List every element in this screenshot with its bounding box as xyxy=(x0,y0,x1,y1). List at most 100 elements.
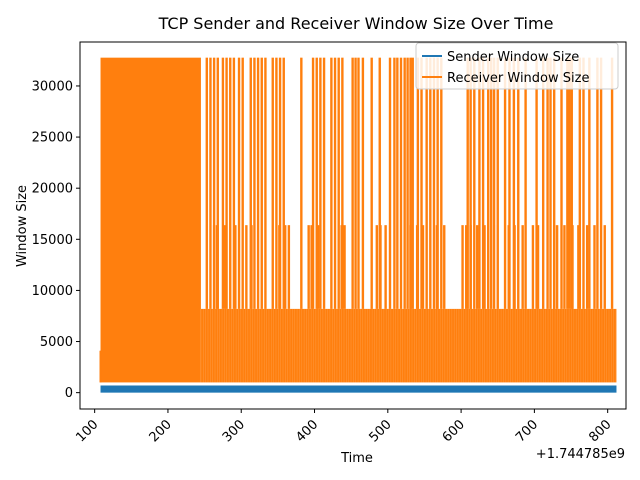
receiver-spike-32768 xyxy=(425,57,428,309)
receiver-spike-16384 xyxy=(409,225,412,309)
receiver-spike-32768 xyxy=(330,57,333,309)
receiver-spike-32768 xyxy=(216,57,219,309)
receiver-spike-32768 xyxy=(588,57,591,309)
receiver-spike-32768 xyxy=(596,57,599,309)
receiver-spike-32768 xyxy=(361,57,365,309)
receiver-spike-16384 xyxy=(287,225,291,309)
receiver-spike-32768 xyxy=(610,57,614,309)
receiver-spike-32768 xyxy=(546,57,549,309)
receiver-spike-16384 xyxy=(234,225,237,309)
receiver-spike-32768 xyxy=(232,57,236,309)
receiver-spike-32768 xyxy=(221,57,225,309)
receiver-spike-32768 xyxy=(524,57,527,309)
receiver-spike-16384 xyxy=(340,225,343,309)
receiver-spike-32768 xyxy=(370,57,373,309)
x-axis-label: Time xyxy=(340,451,373,466)
receiver-spike-32768 xyxy=(403,57,406,309)
receiver-spike-16384 xyxy=(310,225,313,309)
receiver-spike-16384 xyxy=(555,225,559,309)
receiver-spike-32768 xyxy=(205,57,208,309)
receiver-gap xyxy=(181,58,182,225)
receiver-spike-32768 xyxy=(466,57,469,309)
receiver-spike-16384 xyxy=(375,225,379,309)
receiver-spike-16384 xyxy=(278,225,281,309)
receiver-gap xyxy=(131,58,132,225)
receiver-spike-32768 xyxy=(333,57,337,309)
receiver-spike-32768 xyxy=(535,57,538,309)
y-tick-label: 25000 xyxy=(32,131,73,146)
receiver-spike-16384 xyxy=(577,225,580,309)
receiver-spike-16384 xyxy=(212,225,216,309)
receiver-spike-16384 xyxy=(379,225,382,309)
receiver-spike-16384 xyxy=(435,225,439,309)
receiver-spike-32768 xyxy=(552,57,556,309)
receiver-spike-32768 xyxy=(311,57,315,309)
y-tick-label: 15000 xyxy=(32,233,73,248)
receiver-spike-32768 xyxy=(278,57,282,309)
receiver-spike-32768 xyxy=(496,57,499,309)
receiver-spike-32768 xyxy=(432,57,436,309)
y-tick-label: 20000 xyxy=(32,182,73,197)
receiver-spike-32768 xyxy=(560,57,563,309)
receiver-spike-16384 xyxy=(593,225,596,309)
receiver-spike-32768 xyxy=(275,57,278,309)
receiver-spike-16384 xyxy=(316,225,320,309)
receiver-spike-32768 xyxy=(578,57,582,309)
legend-label-receiver: Receiver Window Size xyxy=(447,71,589,86)
receiver-spike-32768 xyxy=(489,57,493,309)
receiver-spike-16384 xyxy=(384,225,387,309)
receiver-band-early xyxy=(100,57,201,383)
y-tick-label: 5000 xyxy=(40,335,73,350)
receiver-spike-16384 xyxy=(443,225,446,309)
receiver-spike-16384 xyxy=(476,225,479,309)
series-sender-window-size xyxy=(100,385,617,393)
receiver-spike-32768 xyxy=(409,57,412,309)
receiver-spike-16384 xyxy=(284,225,287,309)
receiver-spike-32768 xyxy=(249,57,252,309)
receiver-spike-32768 xyxy=(271,57,274,309)
receiver-spike-32768 xyxy=(469,57,472,309)
y-tick-label: 0 xyxy=(65,386,73,401)
receiver-spike-32768 xyxy=(570,57,573,309)
y-tick-label: 10000 xyxy=(32,284,73,299)
receiver-spike-32768 xyxy=(357,57,360,309)
receiver-spike-16384 xyxy=(215,225,219,309)
receiver-spike-32768 xyxy=(315,57,318,309)
receiver-spike-32768 xyxy=(568,57,571,309)
receiver-spike-16384 xyxy=(536,225,540,309)
receiver-spike-32768 xyxy=(264,57,267,309)
receiver-spike-32768 xyxy=(378,57,381,309)
chart-title: TCP Sender and Receiver Window Size Over… xyxy=(158,14,554,33)
receiver-spike-16384 xyxy=(307,225,310,309)
legend-box xyxy=(415,42,619,90)
receiver-spike-32768 xyxy=(393,57,396,309)
receiver-spike-32768 xyxy=(337,57,340,309)
receiver-spike-32768 xyxy=(436,57,439,309)
receiver-spike-16384 xyxy=(483,225,486,309)
receiver-spike-16384 xyxy=(465,225,468,309)
receiver-spike-32768 xyxy=(508,57,511,309)
receiver-spike-32768 xyxy=(341,57,344,309)
receiver-spike-32768 xyxy=(396,57,399,309)
x-axis-offset-label: +1.744785e9 xyxy=(536,447,625,462)
receiver-spike-16384 xyxy=(245,225,248,309)
receiver-spike-16384 xyxy=(531,225,535,309)
receiver-spike-32768 xyxy=(517,57,520,309)
axes-frame xyxy=(79,41,627,410)
sender-band xyxy=(100,385,617,393)
receiver-spike-32768 xyxy=(420,57,423,309)
receiver-spike-32768 xyxy=(549,57,552,309)
receiver-spike-16384 xyxy=(552,225,556,309)
receiver-spike-16384 xyxy=(415,225,419,309)
receiver-spike-32768 xyxy=(411,57,414,309)
receiver-spike-32768 xyxy=(512,57,516,309)
receiver-spike-32768 xyxy=(354,57,357,309)
receiver-spike-32768 xyxy=(473,57,476,309)
receiver-spike-32768 xyxy=(241,57,244,309)
receiver-spike-32768 xyxy=(440,57,443,309)
receiver-spike-32768 xyxy=(481,57,485,309)
receiver-spike-16384 xyxy=(571,225,574,309)
receiver-spike-32768 xyxy=(492,57,496,309)
receiver-spike-32768 xyxy=(503,57,507,309)
receiver-spike-32768 xyxy=(212,57,216,309)
